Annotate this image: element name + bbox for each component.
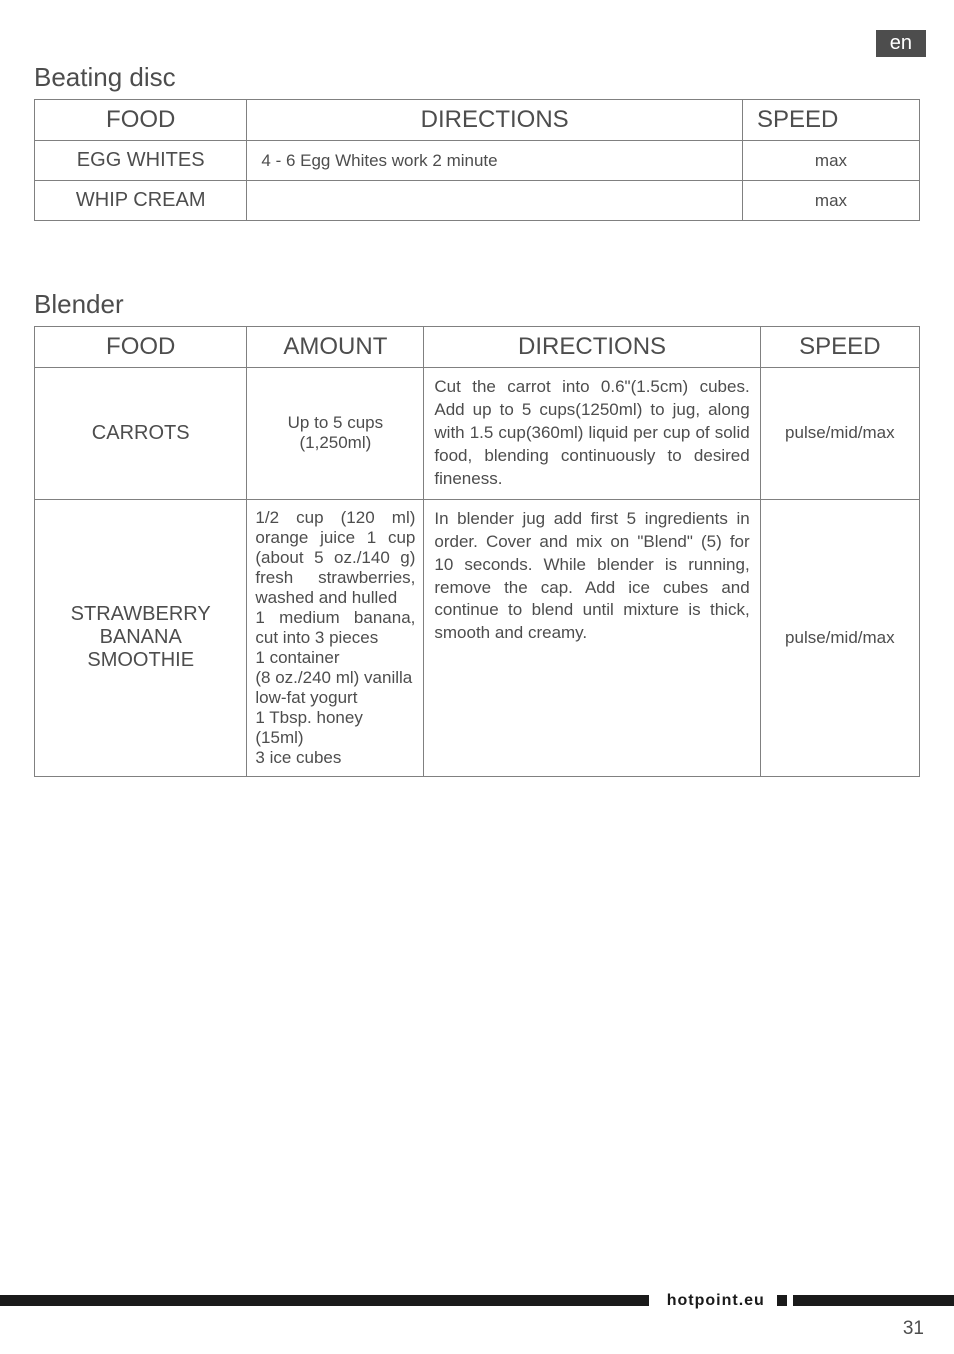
header-directions: DIRECTIONS (424, 327, 760, 368)
header-directions: DIRECTIONS (247, 100, 743, 141)
footer-bar-segment (793, 1295, 954, 1306)
amount-line: 1 container (255, 648, 415, 668)
amount-line: (15ml) (255, 728, 415, 748)
header-speed: SPEED (760, 327, 919, 368)
language-badge: en (876, 30, 926, 57)
amount-line: low-fat yogurt (255, 688, 415, 708)
cell-food: EGG WHITES (35, 141, 247, 181)
table-row: CARROTS Up to 5 cups (1,250ml) Cut the c… (35, 368, 920, 500)
cell-food: WHIP CREAM (35, 181, 247, 221)
cell-directions (247, 181, 743, 221)
amount-line: orange juice 1 cup (255, 528, 415, 548)
cell-amount: 1/2 cup (120 ml) orange juice 1 cup (abo… (247, 499, 424, 776)
cell-food: CARROTS (35, 368, 247, 500)
table-row: EGG WHITES 4 - 6 Egg Whites work 2 minut… (35, 141, 920, 181)
footer-brand: hotpoint.eu (661, 1292, 771, 1310)
cell-food: STRAWBERRY BANANA SMOOTHIE (35, 499, 247, 776)
header-food: FOOD (35, 100, 247, 141)
page-content: Beating disc FOOD DIRECTIONS SPEED EGG W… (0, 0, 954, 777)
food-line: STRAWBERRY (71, 603, 211, 625)
table-row: WHIP CREAM max (35, 181, 920, 221)
header-amount: AMOUNT (247, 327, 424, 368)
cell-directions: In blender jug add first 5 ingredients i… (424, 499, 760, 776)
header-food: FOOD (35, 327, 247, 368)
amount-line: cut into 3 pieces (255, 628, 415, 648)
cell-speed: max (742, 181, 919, 221)
amount-line: (1,250ml) (299, 433, 371, 452)
blender-table: FOOD AMOUNT DIRECTIONS SPEED CARROTS Up … (34, 326, 920, 777)
cell-directions: 4 - 6 Egg Whites work 2 minute (247, 141, 743, 181)
table-header-row: FOOD DIRECTIONS SPEED (35, 100, 920, 141)
amount-line: Up to 5 cups (288, 413, 383, 432)
amount-line: 1 medium banana, (255, 608, 415, 628)
page-number: 31 (0, 1306, 954, 1354)
amount-line: 1/2 cup (120 ml) (255, 508, 415, 528)
table-header-row: FOOD AMOUNT DIRECTIONS SPEED (35, 327, 920, 368)
food-line: SMOOTHIE (87, 649, 194, 671)
section-title-beating-disc: Beating disc (34, 62, 920, 93)
table-row: STRAWBERRY BANANA SMOOTHIE 1/2 cup (120 … (35, 499, 920, 776)
amount-line: washed and hulled (255, 588, 415, 608)
header-speed: SPEED (742, 100, 919, 141)
cell-speed: pulse/mid/max (760, 499, 919, 776)
food-line: BANANA (100, 626, 182, 648)
cell-speed: max (742, 141, 919, 181)
footer-bar-segment (0, 1295, 649, 1306)
beating-disc-table: FOOD DIRECTIONS SPEED EGG WHITES 4 - 6 E… (34, 99, 920, 221)
amount-line: (8 oz./240 ml) vanilla (255, 668, 415, 688)
amount-line: (about 5 oz./140 g) (255, 548, 415, 568)
section-title-blender: Blender (34, 289, 920, 320)
cell-directions: Cut the carrot into 0.6"(1.5cm) cubes. A… (424, 368, 760, 500)
cell-speed: pulse/mid/max (760, 368, 919, 500)
footer-bar-segment (777, 1295, 787, 1306)
page-footer: hotpoint.eu 31 (0, 1295, 954, 1354)
amount-line: fresh strawberries, (255, 568, 415, 588)
cell-amount: Up to 5 cups (1,250ml) (247, 368, 424, 500)
amount-line: 3 ice cubes (255, 748, 415, 768)
footer-bar: hotpoint.eu (0, 1295, 954, 1306)
amount-line: 1 Tbsp. honey (255, 708, 415, 728)
